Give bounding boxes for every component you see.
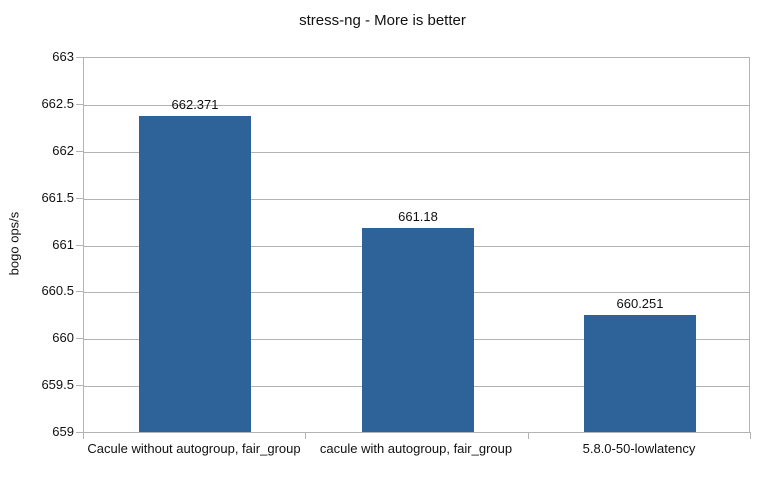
x-tick-mark (750, 432, 751, 439)
y-tick-label: 659 (52, 424, 74, 439)
y-tick-mark (76, 338, 83, 339)
y-tick-label: 659.5 (41, 377, 74, 392)
x-category-label: cacule with autogroup, fair_group (319, 441, 513, 456)
y-tick-label: 661 (52, 237, 74, 252)
bar-value-label: 660.251 (616, 296, 664, 311)
gridline (84, 105, 749, 106)
gridline (84, 199, 749, 200)
x-tick-mark (305, 432, 306, 439)
y-tick-mark (76, 104, 83, 105)
bar-value-label: 661.18 (398, 209, 438, 224)
y-axis-title: bogo ops/s (6, 211, 22, 276)
y-tick-label: 661.5 (41, 190, 74, 205)
bar (139, 116, 251, 432)
bar (362, 228, 474, 432)
y-tick-label: 662 (52, 143, 74, 158)
bar-value-label: 662.371 (171, 97, 219, 112)
x-category-label: Cacule without autogroup, fair_group (87, 441, 301, 456)
y-tick-mark (76, 151, 83, 152)
y-tick-mark (76, 245, 83, 246)
y-tick-label: 660.5 (41, 283, 74, 298)
y-tick-label: 663 (52, 49, 74, 64)
y-tick-mark (76, 198, 83, 199)
y-tick-mark (76, 291, 83, 292)
x-tick-mark (83, 432, 84, 439)
y-tick-mark (76, 432, 83, 433)
y-tick-mark (76, 385, 83, 386)
gridline (84, 152, 749, 153)
x-tick-mark (528, 432, 529, 439)
x-category-label: 5.8.0-50-lowlatency (582, 441, 696, 456)
plot-area: 662.371 661.18 660.251 (83, 57, 750, 433)
y-tick-mark (76, 57, 83, 58)
chart-title: stress-ng - More is better (299, 12, 466, 29)
bar (584, 315, 696, 432)
y-tick-label: 660 (52, 330, 74, 345)
y-tick-label: 662.5 (41, 96, 74, 111)
